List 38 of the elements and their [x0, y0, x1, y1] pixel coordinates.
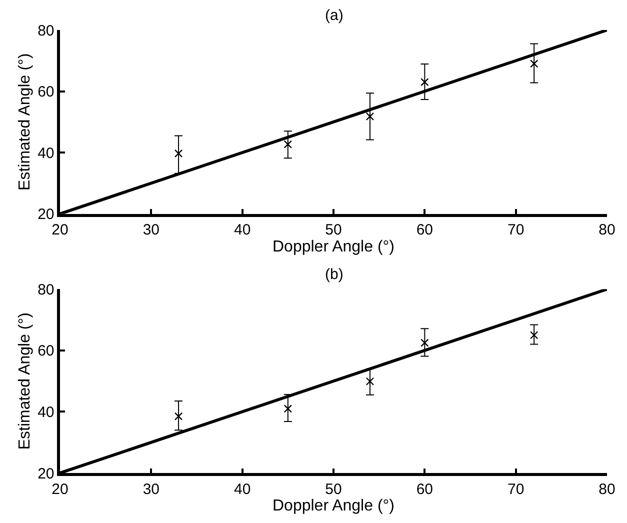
x-tick-label: 60: [416, 480, 434, 498]
point: [174, 149, 183, 158]
x-tick-label: 40: [234, 222, 251, 239]
y-tick-label: 40: [38, 144, 54, 162]
x-tick-label: 50: [325, 222, 342, 239]
x-tick-label: 30: [142, 480, 160, 498]
y-tick-label: 60: [38, 84, 54, 101]
chart-title: (b): [325, 266, 344, 283]
x-tick-label: 20: [52, 222, 68, 239]
x-axis-title: Doppler Angle (°): [272, 498, 395, 515]
x-tick-label: 80: [598, 480, 616, 498]
x-tick-label: 40: [234, 480, 251, 498]
x-tick-label: 50: [325, 480, 342, 498]
point: [366, 377, 374, 386]
x-tick-label: 70: [507, 480, 524, 498]
y-tick-label: 80: [38, 22, 54, 40]
point: [284, 404, 292, 413]
y-tick-label: 20: [38, 465, 54, 482]
point: [284, 140, 292, 148]
x-tick-label: 20: [52, 480, 68, 498]
chart-title: (a): [325, 7, 344, 24]
y-tick-label: 80: [38, 281, 54, 298]
point: [530, 60, 538, 68]
point: [366, 112, 374, 121]
y-tick-label: 60: [38, 342, 54, 360]
x-tick-label: 60: [416, 222, 434, 239]
point: [174, 412, 183, 420]
point: [420, 338, 429, 347]
y-axis-title: Estimated Angle (°): [16, 53, 34, 190]
x-tick-label: 30: [142, 222, 160, 239]
x-tick-label: 70: [507, 222, 524, 239]
x-tick-label: 80: [598, 222, 616, 239]
y-tick-label: 20: [38, 206, 54, 224]
y-axis-title: Estimated Angle (°): [16, 312, 34, 450]
y-tick-label: 40: [38, 404, 54, 421]
point: [530, 331, 538, 340]
x-axis-title: Doppler Angle (°): [272, 238, 395, 256]
point: [420, 78, 429, 86]
